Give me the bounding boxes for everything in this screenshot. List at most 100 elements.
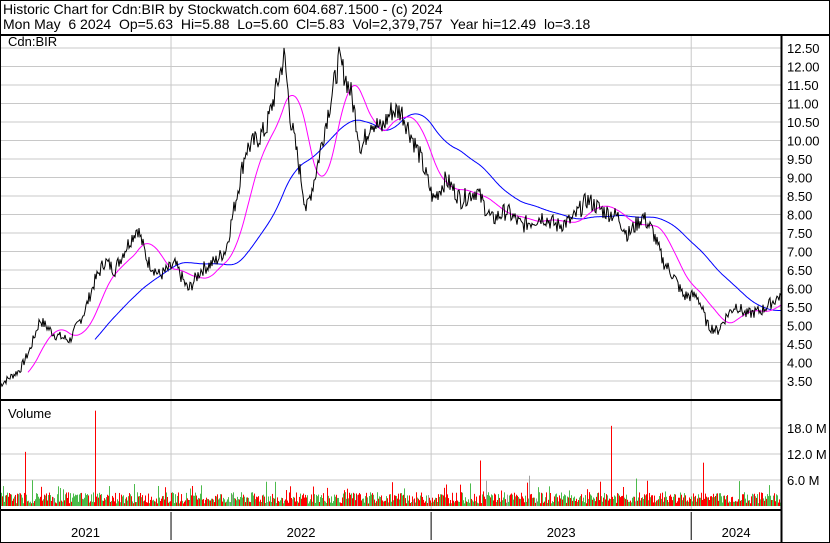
volume-bar [110,501,111,506]
volume-bar [227,499,228,506]
volume-bar [132,501,133,506]
volume-bar [509,495,510,506]
volume-bar [167,496,168,506]
volume-bar [24,492,25,506]
volume-bar [437,501,438,506]
year-label: 2024 [722,525,751,540]
volume-bar [8,496,9,506]
volume-bar [73,493,74,506]
volume-bar [112,495,113,506]
volume-tick-label: 12.0 M [787,447,827,462]
volume-bar [438,494,439,506]
volume-bar [566,502,567,506]
volume-bar [53,497,54,506]
volume-bar [659,495,660,506]
volume-bar [488,492,489,506]
volume-bar [613,499,614,506]
price-tick-label: 7.50 [787,226,812,241]
volume-bar [439,496,440,506]
volume-bar [140,492,141,506]
volume-bar [210,500,211,506]
volume-bar [9,493,10,506]
volume-bar [564,494,565,506]
volume-bar [264,496,265,506]
volume-bar [182,500,183,506]
volume-bar [532,497,533,506]
volume-bar [492,495,493,506]
volume-bar [770,495,771,506]
volume-bar [207,498,208,506]
volume-bar [681,494,682,506]
volume-bar [489,495,490,506]
volume-bar [181,494,182,506]
volume-bar [124,503,125,506]
volume-bar [522,496,523,506]
volume-bar [237,496,238,506]
volume-bar [171,492,172,506]
volume-bar [85,493,86,506]
volume-bar [483,491,484,506]
volume-bar [197,499,198,506]
volume-bar [164,499,165,506]
volume-bar [406,503,407,506]
volume-bar [467,502,468,506]
volume-bar [560,498,561,506]
volume-bar [628,501,629,506]
volume-bar [52,496,53,506]
volume-bar [159,497,160,506]
volume-bar [28,500,29,506]
volume-bar [372,493,373,506]
volume-bar [308,503,309,506]
volume-bar [349,492,350,506]
volume-bar [605,499,606,506]
volume-bar [445,497,446,506]
volume-bar [747,494,748,506]
volume-bar [326,503,327,506]
volume-bar [676,502,677,506]
volume-bar [571,495,572,506]
volume-bar [569,490,570,506]
volume-bar [732,496,733,506]
volume-bar [149,503,150,506]
volume-bar [199,498,200,506]
volume-bar [453,500,454,506]
volume-bar [602,501,603,506]
volume-bar [39,498,40,506]
volume-bar [320,497,321,506]
volume-bar [554,496,555,506]
volume-bar [275,481,276,506]
volume-bar [249,501,250,506]
volume-bar [443,495,444,506]
volume-bar [430,500,431,506]
volume-bar [14,496,15,506]
volume-bar [322,498,323,506]
volume-bar [10,494,11,506]
volume-bar [418,498,419,506]
volume-bar [161,498,162,506]
volume-bar [107,494,108,506]
volume-bar [456,492,457,506]
volume-bar [297,501,298,506]
volume-bar [192,485,193,506]
volume-bar [145,495,146,506]
volume-bar [331,496,332,506]
volume-bar [88,495,89,506]
volume-bar [179,503,180,506]
symbol-label: Cdn:BIR [8,34,57,49]
volume-bar [717,493,718,506]
volume-bar [287,500,288,506]
volume-bar [350,494,351,506]
volume-bar [36,493,37,506]
volume-bar [731,497,732,506]
volume-bar [296,492,297,506]
volume-bar [603,497,604,506]
volume-bar [700,497,701,506]
volume-bar [273,497,274,506]
volume-bar [516,494,517,506]
volume-bar [100,494,101,506]
volume-bar [86,495,87,506]
volume-bar [306,497,307,506]
volume-bar [196,495,197,506]
volume-bar [335,496,336,506]
